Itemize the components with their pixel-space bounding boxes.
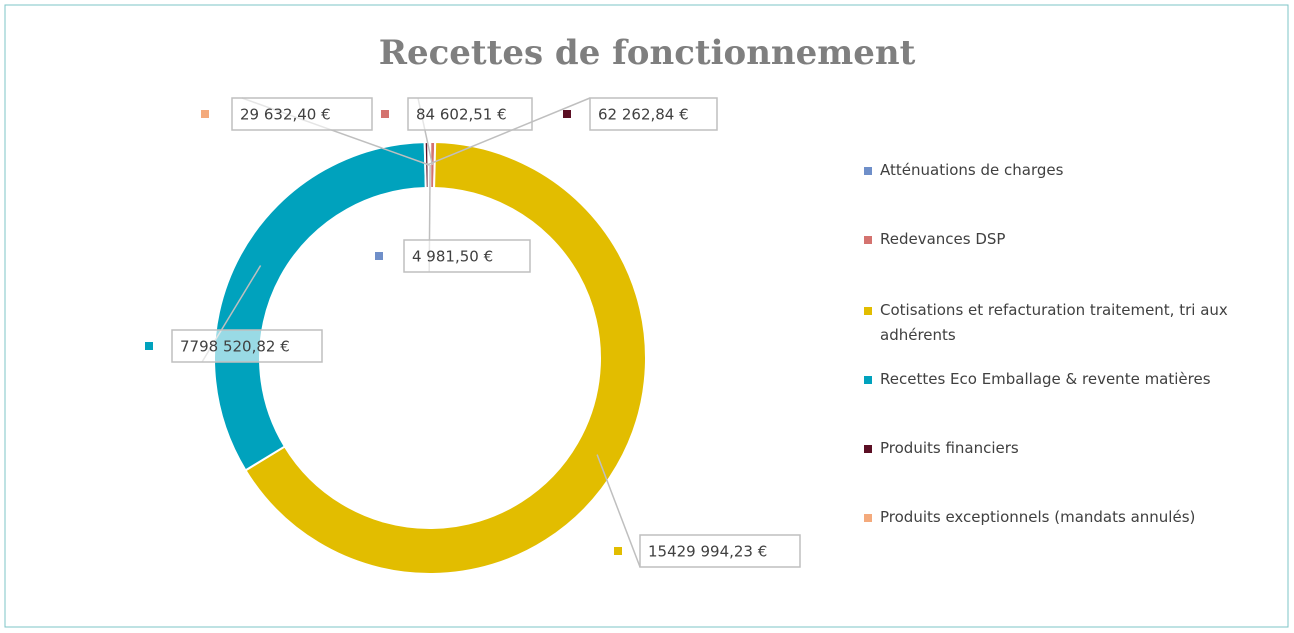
legend-label: Cotisations et refacturation traitement,… bbox=[880, 301, 1228, 344]
label-box bbox=[589, 97, 718, 131]
donut-slice bbox=[244, 141, 647, 575]
data-label: 29 632,40 € bbox=[240, 106, 331, 124]
legend-label: Atténuations de charges bbox=[880, 161, 1064, 179]
legend-item: Recettes Eco Emballage & revente matière… bbox=[862, 367, 1282, 392]
legend-label: Recettes Eco Emballage & revente matière… bbox=[880, 370, 1211, 388]
label-box bbox=[403, 239, 531, 273]
data-label: 62 262,84 € bbox=[598, 106, 689, 124]
data-label: 15429 994,23 € bbox=[648, 543, 767, 561]
legend-swatch bbox=[864, 167, 872, 175]
legend-swatch bbox=[864, 376, 872, 384]
label-marker bbox=[201, 110, 209, 118]
leader-line bbox=[426, 97, 591, 166]
label-box bbox=[171, 329, 323, 363]
legend-item: Atténuations de charges bbox=[862, 158, 1282, 183]
label-marker bbox=[563, 110, 571, 118]
label-marker bbox=[145, 342, 153, 350]
legend-item: Cotisations et refacturation traitement,… bbox=[862, 298, 1282, 348]
label-box bbox=[639, 534, 801, 568]
label-marker bbox=[381, 110, 389, 118]
data-label: 7798 520,82 € bbox=[180, 338, 290, 356]
label-box bbox=[407, 97, 533, 131]
legend-item: Produits financiers bbox=[862, 436, 1282, 461]
chart-title: Recettes de fonctionnement bbox=[379, 33, 916, 73]
label-marker bbox=[614, 547, 622, 555]
legend-label: Redevances DSP bbox=[880, 230, 1006, 248]
label-marker bbox=[375, 252, 383, 260]
legend-swatch bbox=[864, 307, 872, 315]
legend-swatch bbox=[864, 445, 872, 453]
data-label: 4 981,50 € bbox=[412, 248, 493, 266]
label-box bbox=[231, 97, 373, 131]
legend-item: Produits exceptionnels (mandats annulés) bbox=[862, 505, 1282, 530]
legend-swatch bbox=[864, 236, 872, 244]
legend-item: Redevances DSP bbox=[862, 227, 1282, 252]
leader-line bbox=[596, 454, 641, 568]
legend-label: Produits financiers bbox=[880, 439, 1019, 457]
legend-label: Produits exceptionnels (mandats annulés) bbox=[880, 508, 1196, 526]
legend-swatch bbox=[864, 514, 872, 522]
data-label: 84 602,51 € bbox=[416, 106, 507, 124]
